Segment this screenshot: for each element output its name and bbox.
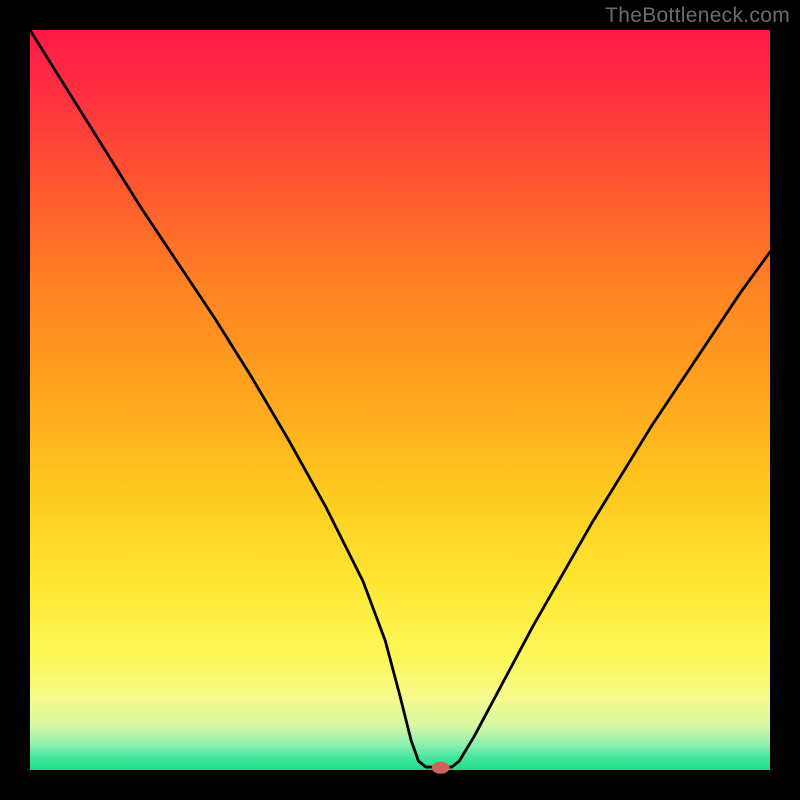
sweet-spot-marker — [432, 762, 450, 774]
bottleneck-chart — [0, 0, 800, 800]
watermark-text: TheBottleneck.com — [605, 4, 790, 28]
gradient-backdrop — [30, 30, 770, 770]
